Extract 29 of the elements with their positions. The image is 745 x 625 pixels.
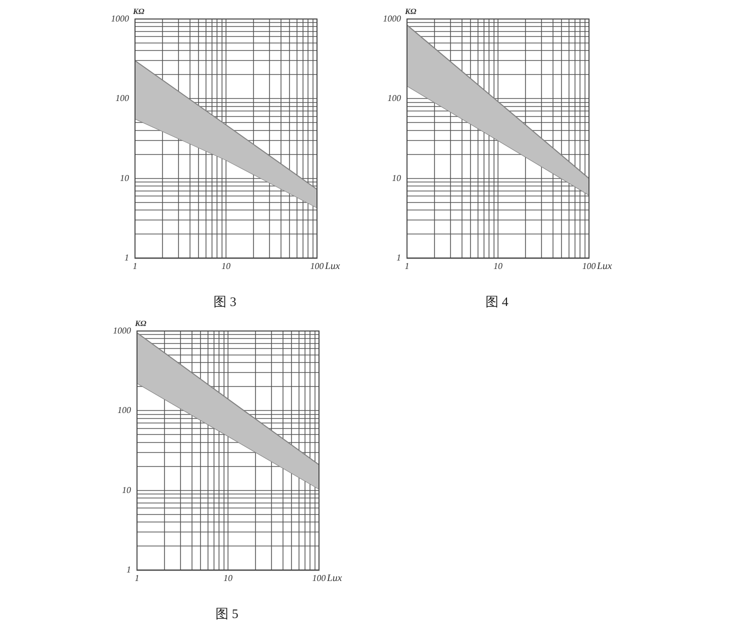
y-tick-label: 10 (120, 172, 130, 183)
x-tick-label: 100 (312, 572, 326, 583)
caption: 图 3 (212, 293, 238, 311)
y-tick-label: 1000 (113, 325, 132, 336)
y-tick-label: 1 (396, 252, 401, 263)
x-tick-label: 100 (582, 260, 596, 271)
y-axis-title: KΩ (132, 7, 144, 16)
y-axis-title: KΩ (404, 7, 416, 16)
x-tick-label: 1 (134, 572, 140, 583)
y-tick-label: 1000 (383, 13, 402, 24)
caption: 图 5 (214, 605, 240, 623)
y-axis-title: KΩ (134, 319, 146, 328)
x-axis-title: Lux (324, 260, 341, 272)
x-tick-label: 100 (310, 260, 324, 271)
y-tick-label: 100 (388, 93, 402, 104)
y-tick-label: 100 (118, 405, 132, 416)
x-tick-label: 10 (224, 572, 233, 583)
x-tick-label: 1 (404, 260, 410, 271)
y-tick-label: 10 (392, 172, 402, 183)
x-axis-title: Lux (596, 260, 613, 272)
caption: 图 4 (484, 293, 510, 311)
x-tick-label: 10 (222, 260, 231, 271)
x-axis-title: Lux (326, 572, 343, 584)
y-tick-label: 100 (116, 93, 130, 104)
y-tick-label: 10 (122, 484, 132, 495)
y-tick-label: 1 (126, 564, 131, 575)
y-tick-label: 1000 (111, 13, 130, 24)
y-tick-label: 1 (124, 252, 129, 263)
x-tick-label: 10 (494, 260, 503, 271)
